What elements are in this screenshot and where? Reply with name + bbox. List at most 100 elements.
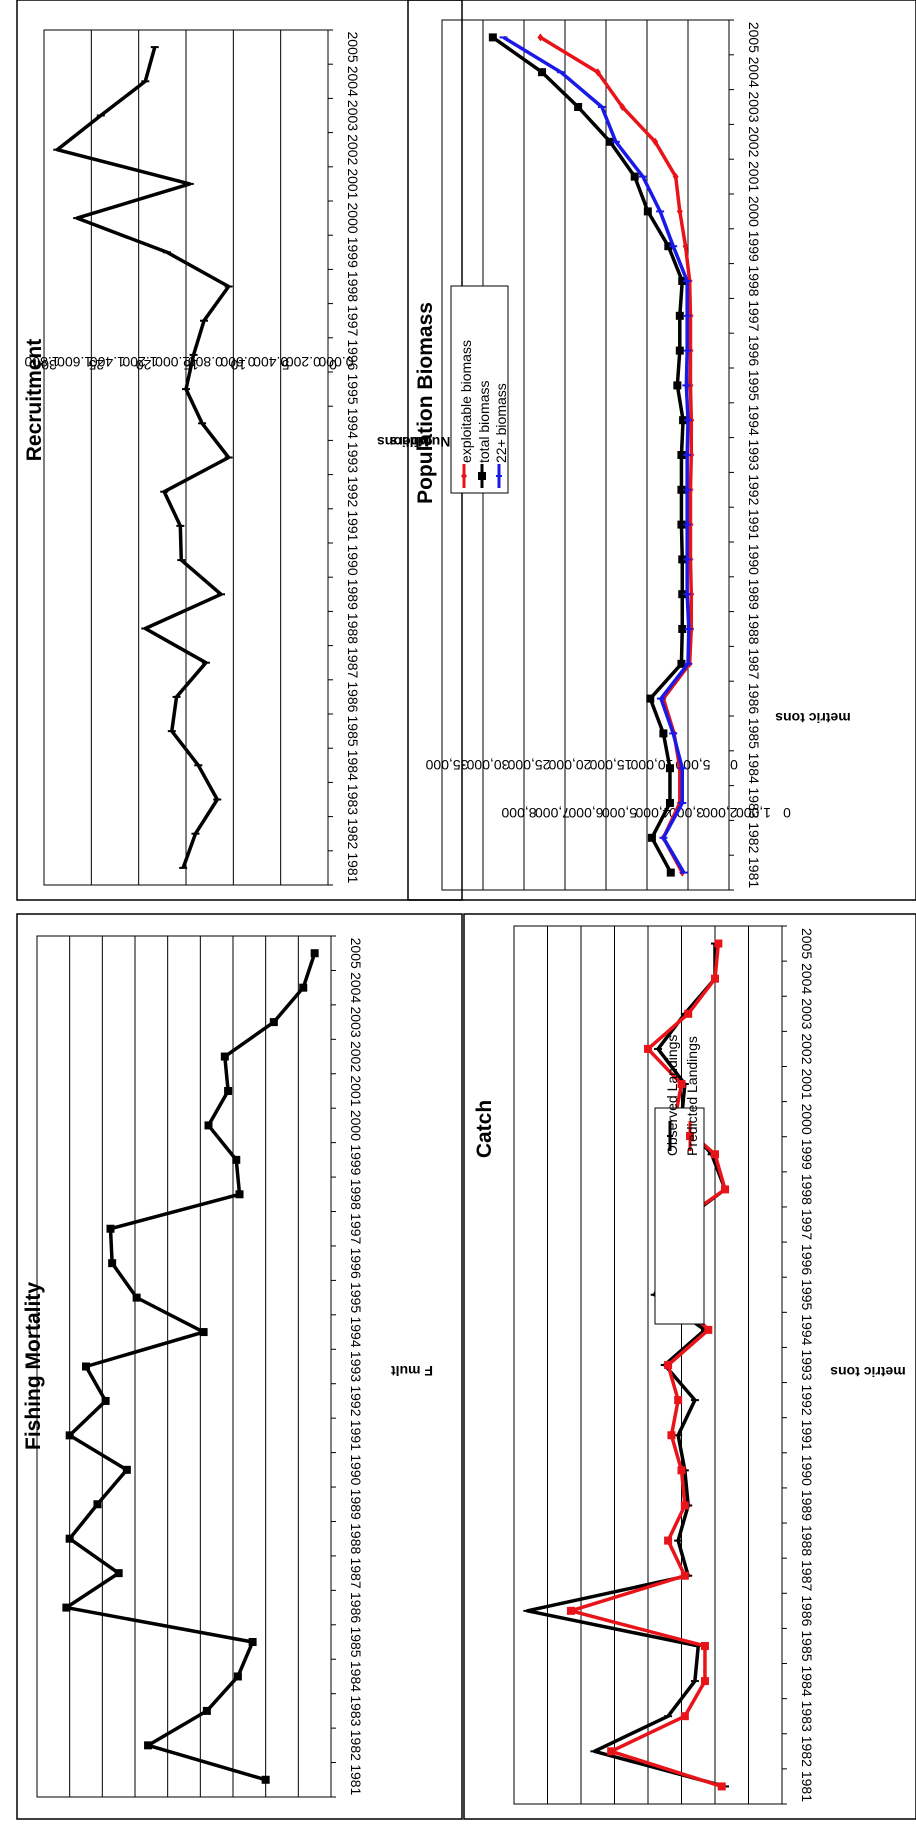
data-point [677,659,686,668]
data-point [687,381,694,390]
data-point [310,949,319,958]
x-tick-label: 2004 [348,972,364,1003]
x-tick-label: 2002 [746,126,762,157]
data-point [566,1606,575,1615]
x-tick-label: 1991 [746,509,762,540]
x-tick-label: 1992 [345,476,361,507]
y-tick-label: 7,000 [535,805,570,821]
legend: exploitable biomass total biomass 22+ bi… [450,285,509,494]
y-axis-label-units: Millions [377,434,429,450]
x-tick-label: 2001 [348,1075,364,1106]
data-point [717,1782,726,1791]
x-tick-label: 1983 [746,787,762,818]
x-tick-label: 1993 [746,439,762,470]
y-tick-label: 30,000 [466,757,509,773]
legend: Observed Landings Predicted Landings [654,1035,705,1325]
y-tick-label: 1,000 [736,805,771,821]
legend-label-22plus: 22+ biomass [493,383,509,463]
x-tick-label: 2000 [345,203,361,234]
data-point [574,103,583,111]
x-tick-label: 1999 [746,231,762,262]
y-tick-label: 0.000 [318,354,353,370]
legend-marker-exploitable [461,472,467,480]
data-point [700,1641,709,1650]
data-point [652,137,659,146]
data-point [537,33,544,42]
plot-area: 0510152025301981198219831984198519861987… [41,29,361,886]
chart-title: Recruitment [23,339,46,462]
x-tick-label: 2005 [746,22,762,53]
chart-title: Catch [473,1100,496,1158]
data-point [232,1155,241,1164]
plot-frame [36,935,332,1798]
x-tick-label: 1993 [348,1351,364,1382]
legend-frame [654,1107,705,1325]
data-point [680,1571,689,1580]
x-tick-label: 1990 [345,545,361,576]
x-tick-label: 1992 [799,1385,815,1416]
x-tick-label: 1990 [746,544,762,575]
x-tick-label: 1987 [799,1560,815,1591]
y-tick-label: 0 [783,805,791,821]
x-tick-label: 1988 [348,1523,364,1554]
y-tick-label: 10 [230,357,246,373]
x-tick-label: 1989 [799,1490,815,1521]
x-tick-label: 1996 [348,1248,364,1279]
legend-marker-predicted [686,1132,694,1140]
data-point [665,764,674,773]
x-tick-label: 2005 [348,938,364,969]
data-point [65,1534,74,1543]
data-point [673,381,682,390]
x-tick-label: 1990 [348,1454,364,1485]
y-tick-label: 25,000 [507,757,550,773]
x-tick-label: 2001 [746,161,762,192]
x-tick-label: 1998 [746,265,762,296]
data-point [619,103,626,111]
y-tick-label: 1.000 [155,354,190,370]
x-tick-label: 1997 [799,1209,815,1240]
data-point [714,939,723,948]
data-point [220,1052,229,1061]
x-tick-label: 1994 [799,1314,815,1345]
x-tick-label: 1983 [345,784,361,815]
data-point [680,1712,689,1721]
x-tick-label: 2002 [345,134,361,165]
data-point [675,311,684,320]
y-tick-label: 5,000 [602,805,637,821]
data-point [700,1677,709,1686]
x-tick-label: 1991 [345,510,361,541]
data-point [65,1431,74,1440]
x-tick-label: 1982 [345,818,361,849]
x-tick-label: 1985 [799,1630,815,1661]
data-point [674,1396,683,1405]
y-tick-label: 5 [282,357,290,373]
data-point [114,1569,123,1578]
data-point [711,974,719,983]
data-point [299,983,308,992]
x-tick-label: 2000 [746,196,762,227]
x-tick-label: 1987 [348,1558,364,1589]
plot-area: 0 5,000 10,00015,00020,00025,00030,00035,0… [425,19,762,891]
data-point [644,1044,652,1053]
y-tick-label: 2,000 [702,805,737,821]
x-tick-label: 1999 [348,1144,364,1175]
legend-label-predicted: Predicted Landings [684,1036,700,1156]
data-point [269,1018,278,1027]
data-point [82,1362,90,1371]
y-tick-label: 0 [730,757,738,773]
data-point [538,68,547,77]
legend-label-total: total biomass [476,381,492,463]
plot-frame [513,925,783,1805]
x-tick-label: 1987 [345,647,361,678]
x-tick-label: 1996 [799,1244,815,1275]
data-point [199,1328,208,1337]
data-point [93,1500,102,1509]
x-tick-label: 2003 [345,100,361,131]
data-point [688,451,695,459]
y-tick-label: 1.800 [24,354,59,370]
data-point [678,625,687,633]
data-point [682,242,689,251]
x-tick-label: 2004 [345,66,361,97]
data-point [684,1009,693,1018]
x-tick-label: 2000 [348,1110,364,1141]
